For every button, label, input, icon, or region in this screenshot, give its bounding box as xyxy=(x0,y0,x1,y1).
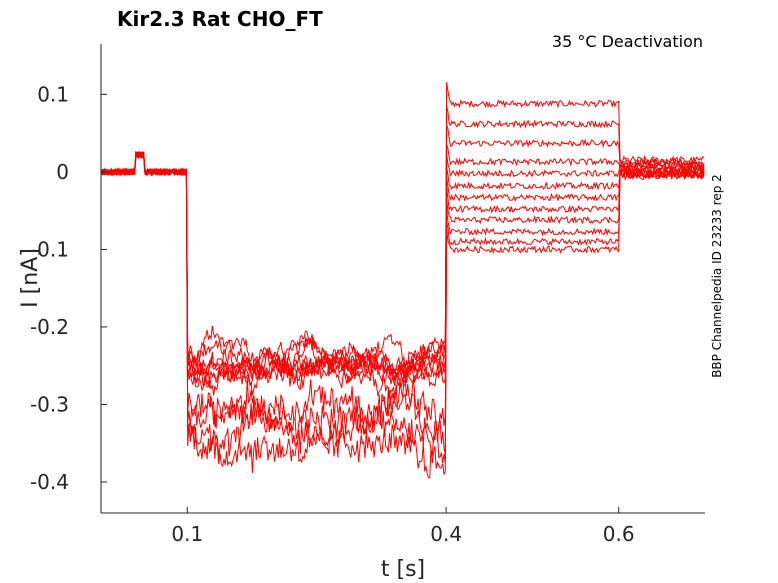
y-tick-label: -0.1 xyxy=(30,237,69,261)
y-axis-label: I [nA] xyxy=(18,248,43,308)
current-trace-12 xyxy=(100,150,705,455)
y-axis-ticks: 0.1 0 -0.1 -0.2 -0.3 -0.4 xyxy=(30,82,107,494)
y-tick-label: -0.2 xyxy=(30,315,69,339)
current-traces xyxy=(100,82,705,479)
x-tick-label: 0.6 xyxy=(603,522,635,546)
chart-title: Kir2.3 Rat CHO_FT xyxy=(117,7,323,31)
current-trace-8 xyxy=(100,152,705,388)
y-tick-label: 0 xyxy=(56,160,69,184)
y-tick-label: -0.4 xyxy=(30,470,69,494)
current-trace-1 xyxy=(100,82,705,383)
x-tick-label: 0.4 xyxy=(430,522,462,546)
x-tick-label: 0.1 xyxy=(171,522,203,546)
current-trace-11 xyxy=(100,150,705,479)
y-tick-label: 0.1 xyxy=(37,82,69,106)
current-trace-4 xyxy=(100,143,705,392)
x-axis-label: t [s] xyxy=(381,557,425,582)
current-trace-10 xyxy=(100,151,705,464)
current-trace-2 xyxy=(100,105,705,387)
x-axis-ticks: 0.1 0.4 0.6 xyxy=(171,507,635,546)
channelpedia-id-label: BBP Channelpedia ID 23233 rep 2 xyxy=(710,174,724,378)
y-tick-label: -0.3 xyxy=(30,392,69,416)
current-trace-9 xyxy=(100,150,705,434)
temperature-protocol-annotation: 35 °C Deactivation xyxy=(552,32,703,51)
current-trace-5 xyxy=(100,151,705,379)
